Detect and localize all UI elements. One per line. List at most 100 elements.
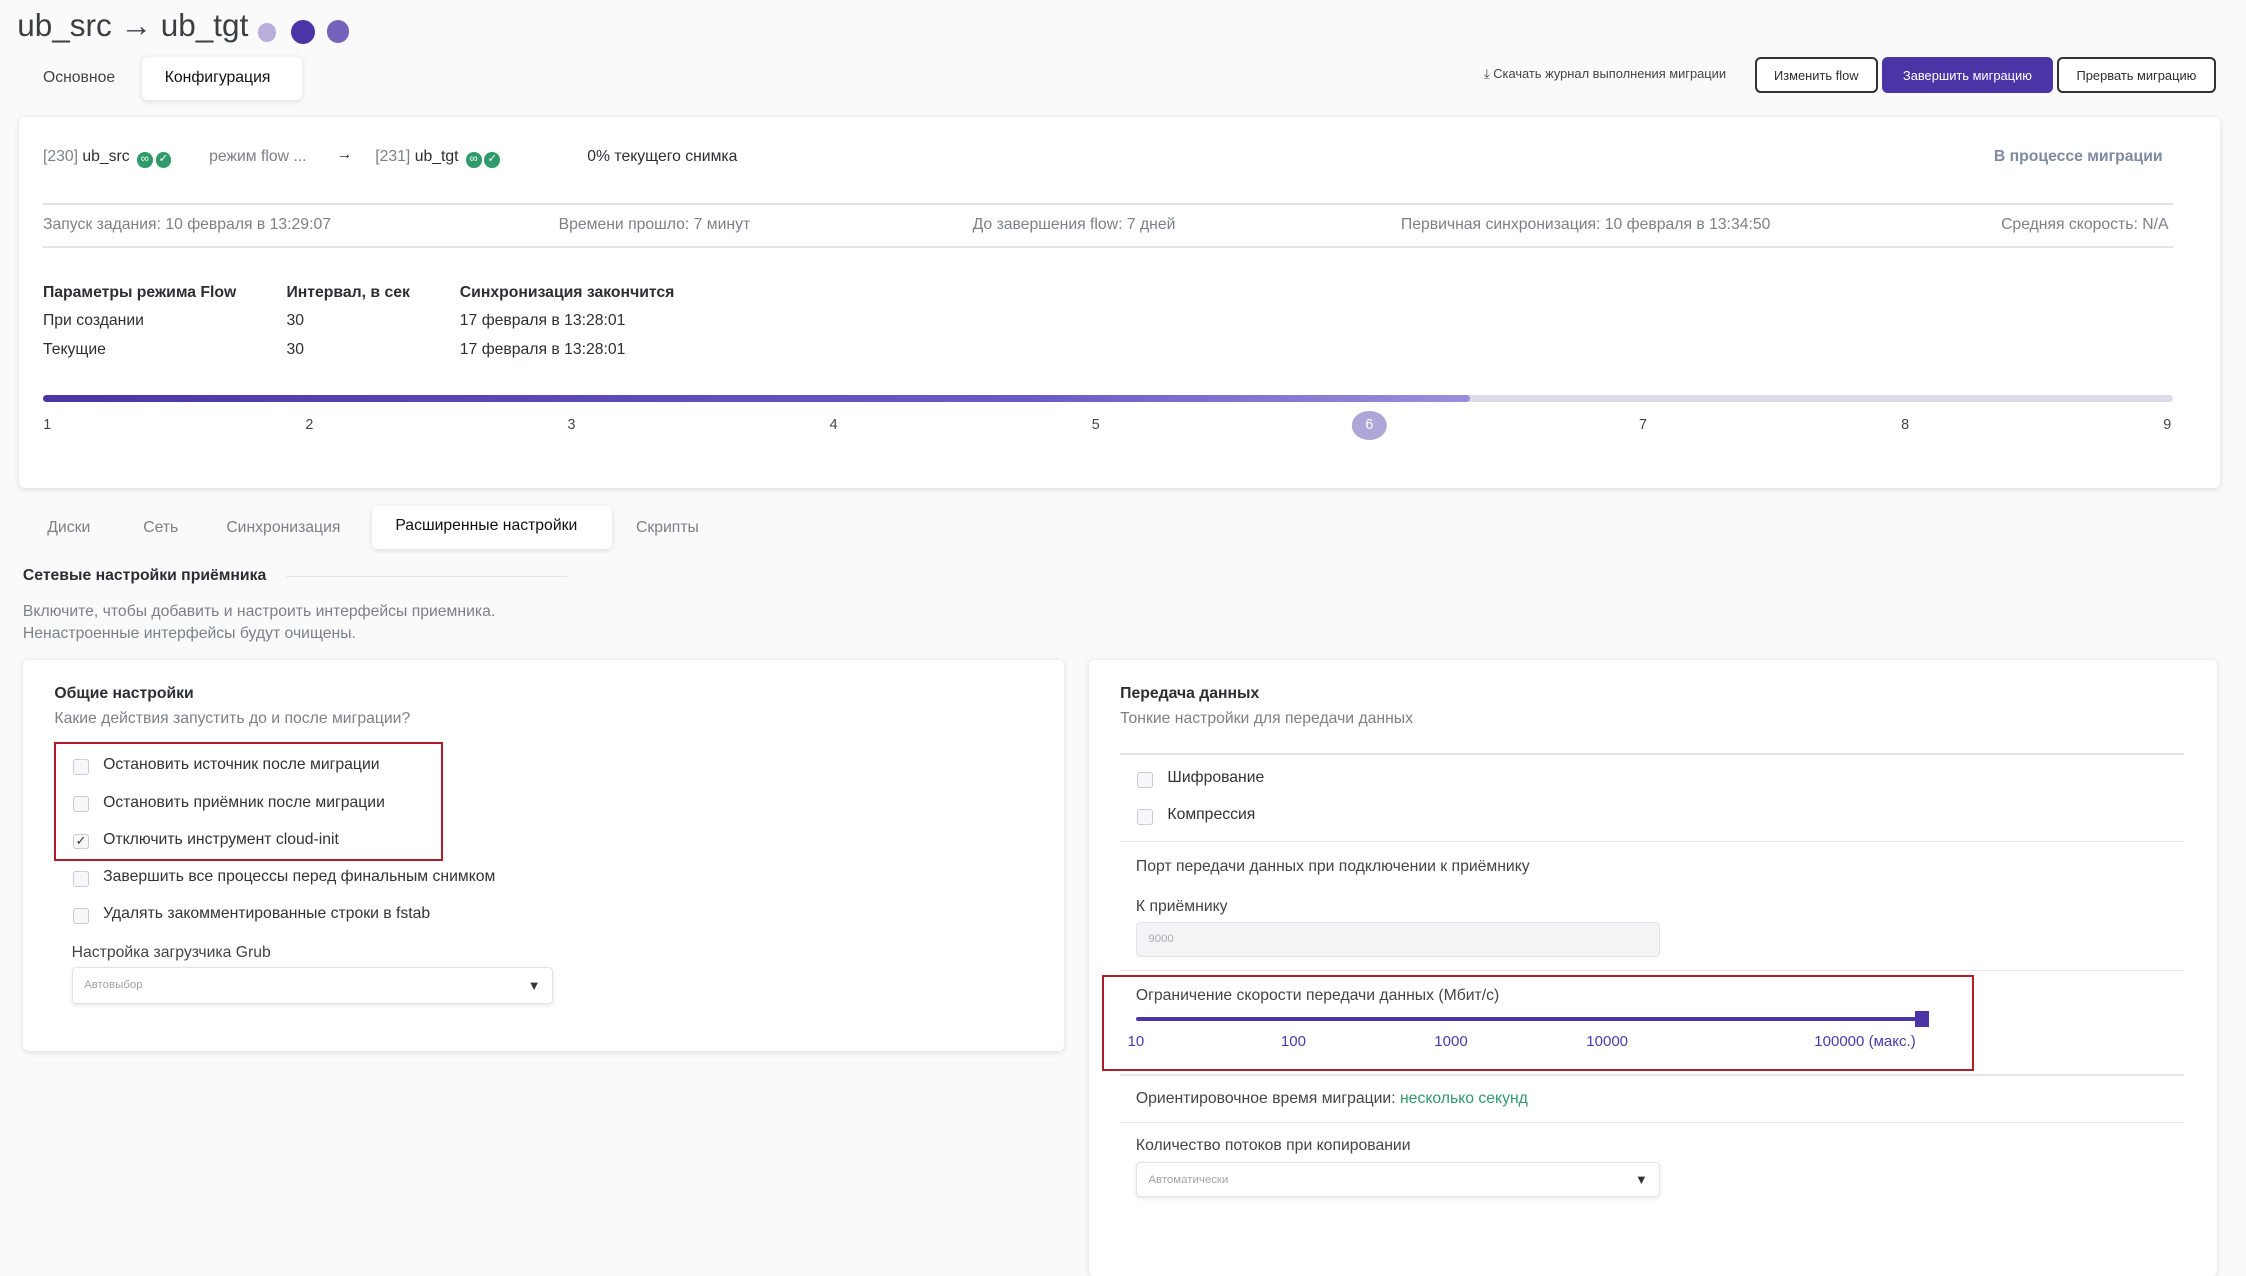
snapshot-progress: 0% текущего снимка xyxy=(587,147,738,165)
dropdown-arrow-icon: ▼ xyxy=(527,977,541,993)
download-log-link[interactable]: ⤓ Скачать журнал выполнения миграции xyxy=(1484,66,1726,82)
checkbox-label[interactable]: Завершить все процессы перед финальным с… xyxy=(103,868,496,886)
progress-step: 7 xyxy=(1638,416,1647,433)
checkbox[interactable] xyxy=(73,759,89,775)
mode-label: режим flow ... xyxy=(209,147,307,165)
checkbox-label[interactable]: Удалять закомментированные строки в fsta… xyxy=(103,905,431,923)
estimate-label: Ориентировочное время миграции: xyxy=(1135,1090,1396,1108)
check-icon: ✓ xyxy=(155,151,172,168)
highlight-box xyxy=(54,741,443,861)
download-icon: ⤓ xyxy=(1483,65,1490,81)
threads-select[interactable]: Автоматически ▼ xyxy=(1135,1161,1661,1198)
source-info: [230] ub_src ∞ ✓ xyxy=(42,147,172,168)
speed-tick[interactable]: 10000 xyxy=(1586,1032,1629,1050)
migration-progress-bar xyxy=(42,395,2173,403)
checkbox[interactable] xyxy=(73,870,89,887)
source-id: [230] xyxy=(42,147,78,165)
params-cell: 30 xyxy=(286,312,304,330)
status-dot xyxy=(257,22,277,42)
progress-fill xyxy=(42,395,1471,403)
checkbox-label[interactable]: Остановить приёмник после миграции xyxy=(103,793,385,811)
section-desc: Ненастроенные интерфейсы будут очищены. xyxy=(22,624,356,642)
params-cell: При создании xyxy=(42,312,144,330)
subtab-scripts[interactable]: Скрипты xyxy=(635,518,699,536)
subtab-label: Расширенные настройки xyxy=(395,517,578,535)
abort-migration-button[interactable]: Прервать миграцию xyxy=(2056,57,2216,94)
speed-tick[interactable]: 100 xyxy=(1280,1032,1306,1050)
checkbox-label[interactable]: Отключить инструмент cloud-init xyxy=(103,830,339,848)
checkbox[interactable] xyxy=(1137,772,1154,788)
elapsed: Времени прошло: 7 минут xyxy=(558,216,751,234)
grub-label: Настройка загрузчика Grub xyxy=(71,943,271,961)
progress-step: 9 xyxy=(2163,416,2172,433)
card-title: Общие настройки xyxy=(54,684,194,702)
card-title: Передача данных xyxy=(1120,684,1260,702)
speed-tick[interactable]: 10 xyxy=(1127,1032,1145,1050)
checkbox-label[interactable]: Шифрование xyxy=(1167,769,1265,787)
download-log-label: Скачать журнал выполнения миграции xyxy=(1493,65,1727,81)
dropdown-arrow-icon: ▼ xyxy=(1634,1172,1648,1188)
port-label: К приёмнику xyxy=(1135,898,1228,916)
params-header: Параметры режима Flow xyxy=(42,283,237,301)
section-title: Сетевые настройки приёмника xyxy=(22,567,267,585)
progress-step: 6 xyxy=(1352,411,1387,440)
progress-step: 4 xyxy=(829,416,838,433)
params-cell: 17 февраля в 13:28:01 xyxy=(459,340,626,358)
speed-limit-label: Ограничение скорости передачи данных (Мб… xyxy=(1135,986,1500,1004)
target-name: ub_tgt xyxy=(414,147,459,165)
estimate: Ориентировочное время миграции: нескольк… xyxy=(1136,1090,1528,1108)
checkbox[interactable] xyxy=(73,908,89,924)
checkbox-label[interactable]: Остановить источник после миграции xyxy=(103,756,380,774)
migration-status: В процессе миграции xyxy=(1993,147,2163,165)
speed-tick[interactable]: 100000 (макс.) xyxy=(1814,1032,1916,1050)
params-cell: 17 февраля в 13:28:01 xyxy=(459,312,626,330)
subtab-sync[interactable]: Синхронизация xyxy=(226,518,341,536)
target-info: [231] ub_tgt ∞ ✓ xyxy=(375,147,501,168)
speed-limit-slider-track[interactable] xyxy=(1135,1017,1923,1022)
change-flow-button[interactable]: Изменить flow xyxy=(1754,57,1878,94)
params-header: Интервал, в сек xyxy=(286,283,410,301)
checkbox-label[interactable]: Компрессия xyxy=(1167,806,1256,824)
checkbox[interactable] xyxy=(1137,809,1154,826)
params-cell: 30 xyxy=(286,340,304,358)
highlight-box xyxy=(1101,975,1974,1072)
section-desc: Включите, чтобы добавить и настроить инт… xyxy=(22,603,496,621)
subtab-network[interactable]: Сеть xyxy=(143,518,179,536)
checkbox[interactable] xyxy=(73,796,89,813)
progress-step: 1 xyxy=(43,416,52,433)
port-input[interactable]: 9000 xyxy=(1135,922,1661,957)
progress-step: 8 xyxy=(1901,416,1910,433)
grub-value: Автовыбор xyxy=(84,979,143,992)
tab-main[interactable]: Основное xyxy=(42,68,116,86)
tab-configuration[interactable]: Конфигурация xyxy=(141,57,303,101)
target-id: [231] xyxy=(375,147,411,165)
check-icon: ✓ xyxy=(484,151,501,168)
params-cell: Текущие xyxy=(42,340,106,358)
finish-migration-button[interactable]: Завершить миграцию xyxy=(1882,57,2053,94)
grub-select[interactable]: Автовыбор ▼ xyxy=(71,966,553,1005)
threads-value: Автоматически xyxy=(1148,1173,1229,1186)
subtab-advanced[interactable]: Расширенные настройки xyxy=(372,505,612,549)
subtab-disks[interactable]: Диски xyxy=(47,518,91,536)
started-at: Запуск задания: 10 февраля в 13:29:07 xyxy=(42,216,331,234)
initial-sync: Первичная синхронизация: 10 февраля в 13… xyxy=(1400,216,1771,234)
status-dot xyxy=(326,20,350,43)
arrow-right-icon: → xyxy=(336,146,353,164)
tab-label: Конфигурация xyxy=(164,68,271,86)
progress-step: 5 xyxy=(1091,416,1100,433)
speed-tick[interactable]: 1000 xyxy=(1434,1032,1468,1050)
estimate-value: несколько секунд xyxy=(1399,1090,1528,1108)
speed-limit-slider-thumb[interactable] xyxy=(1915,1011,1930,1028)
status-dot xyxy=(290,20,316,45)
port-title: Порт передачи данных при подключении к п… xyxy=(1135,858,1530,875)
avg-speed: Средняя скорость: N/A xyxy=(2001,216,2169,234)
card-subtitle: Тонкие настройки для передачи данных xyxy=(1120,710,1413,728)
until-end: До завершения flow: 7 дней xyxy=(972,216,1176,234)
progress-step: 2 xyxy=(305,416,314,433)
checkbox[interactable]: ✓ xyxy=(73,833,89,850)
agent-icon: ∞ xyxy=(136,151,153,168)
params-header: Синхронизация закончится xyxy=(459,283,675,301)
page-title: ub_src → ub_tgt xyxy=(17,7,249,44)
card-subtitle: Какие действия запустить до и после мигр… xyxy=(54,710,411,728)
progress-step: 3 xyxy=(567,416,576,433)
